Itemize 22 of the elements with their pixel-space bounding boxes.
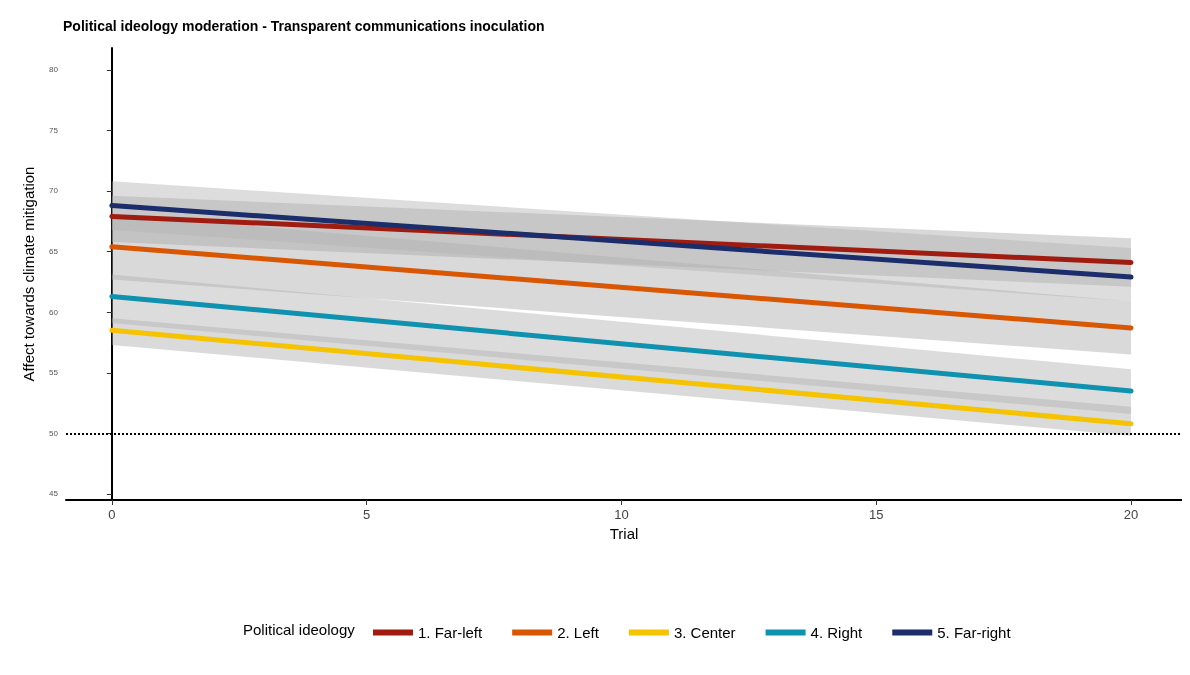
legend-label: 5. Far-right — [937, 624, 1012, 641]
legend-label: 4. Right — [810, 624, 864, 641]
x-tick-label: 0 — [108, 507, 116, 522]
y-tick-label: 50 — [49, 428, 59, 438]
y-tick-label: 75 — [49, 125, 59, 135]
chart-title: Political ideology moderation - Transparent communications inoculation — [63, 18, 545, 34]
y-axis-title: Affect towards climate mitigation — [20, 166, 37, 382]
legend-label: 3. Center — [673, 624, 736, 641]
legend-title: Political ideology — [243, 621, 356, 638]
x-tick-label: 10 — [614, 507, 629, 522]
x-tick-label: 5 — [363, 507, 371, 522]
x-axis-title: Trial — [609, 525, 639, 542]
y-tick-label: 70 — [49, 186, 59, 196]
y-tick-label: 45 — [49, 489, 59, 499]
y-tick-label: 60 — [49, 307, 59, 317]
y-tick-label: 80 — [49, 65, 59, 75]
x-tick-label: 20 — [1123, 507, 1139, 522]
legend-label: 2. Left — [557, 624, 600, 641]
x-tick-label: 15 — [869, 507, 884, 522]
y-tick-label: 65 — [49, 247, 59, 257]
legend-label: 1. Far-left — [418, 624, 484, 641]
y-tick-label: 55 — [49, 368, 59, 378]
